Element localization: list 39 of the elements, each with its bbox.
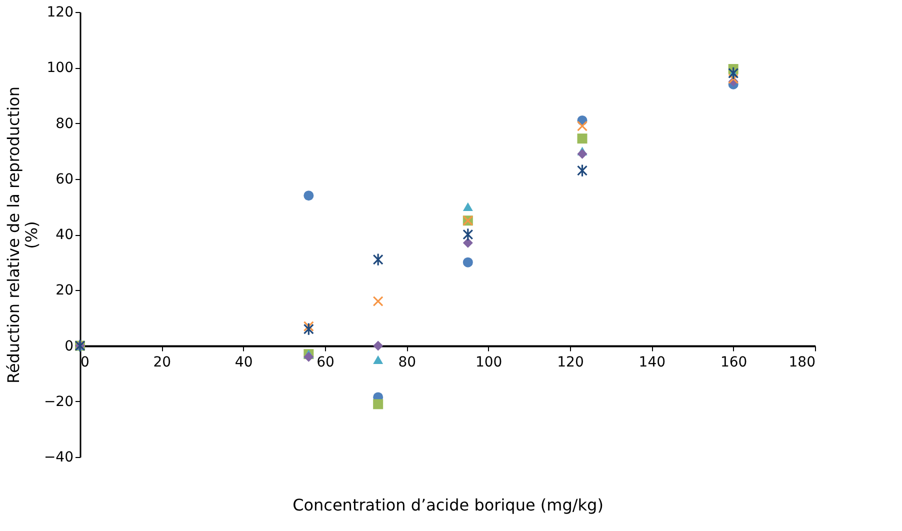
point — [373, 340, 384, 351]
y-tick-label: 60 — [56, 171, 74, 188]
point — [304, 190, 314, 201]
x-axis-title: Concentration d’acide borique (mg/kg) — [292, 496, 604, 514]
x-tick-label: 140 — [638, 354, 666, 370]
y-tick-label: −20 — [44, 394, 74, 410]
point — [462, 238, 473, 248]
point — [462, 228, 474, 242]
x-tick-label: 160 — [720, 354, 748, 370]
y-tick-label: 20 — [56, 282, 74, 299]
point — [303, 322, 314, 336]
y-tick-label: 80 — [56, 116, 74, 132]
x-tick-label: 180 — [788, 354, 816, 370]
point — [372, 296, 384, 307]
x-tick-label: 100 — [475, 354, 502, 370]
point — [462, 257, 473, 268]
y-axis-title: Réduction relative de la reproduction (%) — [4, 86, 41, 384]
x-tick-label: 120 — [557, 354, 584, 370]
y-tick-label: 100 — [46, 60, 74, 76]
x-tick-label: 20 — [153, 354, 172, 370]
y-tick-label: 0 — [64, 338, 74, 354]
point — [577, 148, 588, 159]
point — [577, 134, 588, 144]
x-tick-label: 0 — [80, 354, 90, 370]
point — [372, 252, 384, 266]
point — [728, 73, 739, 84]
x-tick-label: 40 — [234, 354, 253, 370]
y-tick-label: 40 — [56, 227, 74, 243]
point — [576, 120, 588, 132]
point — [373, 355, 384, 364]
point — [304, 352, 314, 362]
x-tick-label: 80 — [398, 354, 416, 370]
point — [373, 399, 384, 410]
point — [303, 321, 314, 332]
point — [576, 164, 588, 178]
point — [462, 202, 473, 212]
x-tick-label: 60 — [316, 354, 334, 370]
y-tick-label: −40 — [44, 450, 74, 466]
y-tick-label: 120 — [46, 4, 74, 20]
